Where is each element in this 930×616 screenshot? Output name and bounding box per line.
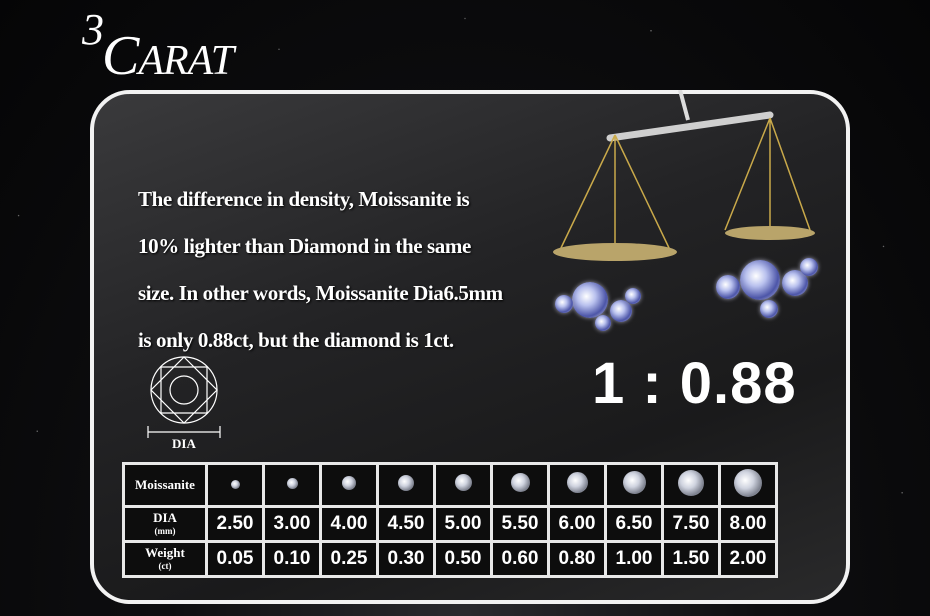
weight-header: Weight (145, 544, 185, 560)
gem-cell (208, 465, 262, 505)
gem-cell (379, 465, 433, 505)
dia-value: 3.00 (265, 508, 319, 540)
table-row-weight: Weight (ct) 0.05 0.10 0.25 0.30 0.50 0.60 0.80 1… (125, 543, 775, 575)
gem-icon (566, 472, 588, 493)
title-number: 3 (82, 5, 104, 54)
table-row-moissanite: Moissanite (125, 465, 775, 505)
diamond-diagram-icon (147, 356, 221, 438)
weight-value: 0.60 (493, 543, 547, 575)
gem-cell (664, 465, 718, 505)
gem-cell (322, 465, 376, 505)
weight-value: 0.50 (436, 543, 490, 575)
weight-value: 0.30 (379, 543, 433, 575)
dia-value: 7.50 (664, 508, 718, 540)
gem-icon (342, 475, 356, 490)
weight-value: 1.50 (664, 543, 718, 575)
dia-value: 6.50 (607, 508, 661, 540)
title-initial: C (102, 25, 139, 87)
weight-value: 0.80 (550, 543, 604, 575)
row-header: Weight (ct) (125, 543, 205, 575)
dia-unit: (mm) (154, 525, 176, 536)
row-header: DIA (mm) (125, 508, 205, 540)
gem-icon (454, 474, 472, 491)
description-line: 10% lighter than Diamond in the same (138, 234, 471, 258)
gem-icon (622, 471, 646, 494)
dia-value: 2.50 (208, 508, 262, 540)
gem-icon (678, 469, 704, 496)
description: The difference in density, Moissanite is… (138, 176, 558, 364)
gem-icon (734, 468, 762, 497)
gem-icon (230, 480, 240, 489)
dia-value: 6.00 (550, 508, 604, 540)
description-line: is only 0.88ct, but the diamond is 1ct. (138, 328, 454, 352)
gem-cell (265, 465, 319, 505)
balance-scale-icon (553, 90, 815, 261)
weight-value: 2.00 (721, 543, 775, 575)
table-row-dia: DIA (mm) 2.50 3.00 4.00 4.50 5.00 5.50 6.00 6.50… (125, 508, 775, 540)
ratio-text: 1 : 0.88 (592, 351, 797, 416)
description-line: The difference in density, Moissanite is (138, 187, 470, 211)
dia-label: DIA (172, 436, 196, 451)
weight-value: 0.05 (208, 543, 262, 575)
gem-icon (398, 474, 414, 491)
row-header: Moissanite (125, 465, 205, 505)
gem-icon (510, 473, 530, 492)
title-word: CARAT (102, 24, 234, 88)
dia-value: 8.00 (721, 508, 775, 540)
dia-header: DIA (153, 509, 177, 525)
gem-cell (550, 465, 604, 505)
description-line: size. In other words, Moissanite Dia6.5m… (138, 281, 503, 305)
dia-value: 4.50 (379, 508, 433, 540)
weight-value: 0.10 (265, 543, 319, 575)
gem-cell (721, 465, 775, 505)
size-weight-table: Moissanite DIA (mm) 2.50 3.00 4.00 4.50 5.00 5… (122, 462, 778, 578)
dia-value: 5.00 (436, 508, 490, 540)
weight-value: 0.25 (322, 543, 376, 575)
weight-unit: (ct) (158, 560, 172, 571)
title-rest: ARAT (138, 38, 234, 84)
gem-cell (493, 465, 547, 505)
gem-cell (436, 465, 490, 505)
dia-value: 5.50 (493, 508, 547, 540)
weight-value: 1.00 (607, 543, 661, 575)
gem-icon (286, 478, 298, 489)
gem-cell (607, 465, 661, 505)
dia-value: 4.00 (322, 508, 376, 540)
